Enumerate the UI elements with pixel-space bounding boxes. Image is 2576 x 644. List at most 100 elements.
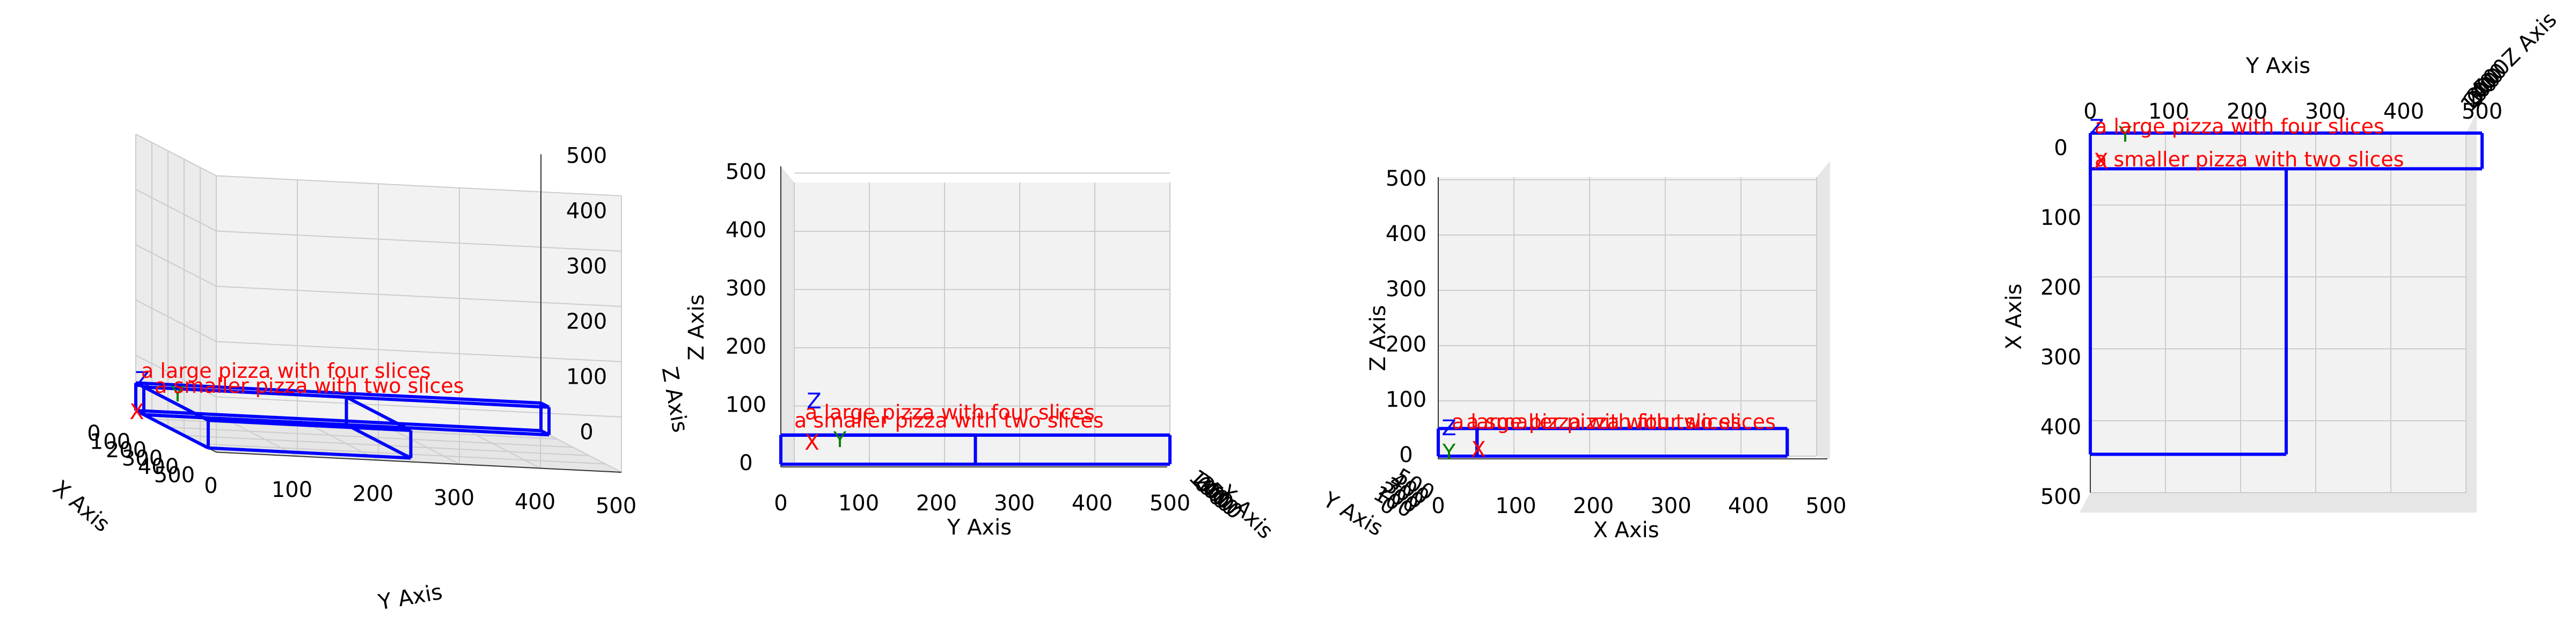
x-tick-label: 300	[1650, 494, 1691, 518]
grid-line	[459, 426, 541, 469]
y-tick-label: 500	[596, 494, 636, 518]
y-tick-label: 100	[272, 478, 312, 502]
y-axis-line	[216, 451, 622, 473]
x-tick-label: 0	[2054, 136, 2067, 160]
box-2	[1475, 427, 1789, 458]
box-2-annotation: a smaller pizza with two slices	[1466, 410, 1776, 434]
grid-line	[135, 299, 217, 342]
x-tick-label: 200	[1573, 494, 1614, 518]
y-axis-marker: Y	[171, 382, 185, 407]
box-edge	[143, 413, 209, 450]
box-2-annotation: a smaller pizza with two slices	[2095, 148, 2404, 171]
grid-line	[540, 430, 622, 473]
x-tick-label: 100	[1495, 494, 1536, 518]
z-tick-label: 300	[566, 254, 607, 279]
box-1-annotation: a large pizza with four slices	[1452, 410, 1741, 434]
z-tick-label: 500	[726, 160, 766, 185]
z-tick-label: 200	[726, 334, 766, 359]
box-edge	[208, 419, 411, 432]
z-tick-label: 0	[739, 451, 752, 475]
z-tick-label: 100	[566, 365, 607, 390]
grid-line	[216, 396, 622, 418]
z-tick-label: 400	[726, 218, 766, 243]
box-2-annotation: a smaller pizza with two slices	[155, 374, 464, 398]
z-axis-label: Z Axis	[1366, 305, 1391, 371]
y-tick-label: 400	[2383, 99, 2424, 124]
side-pane	[1817, 161, 1830, 459]
x-axis-marker: X	[1471, 437, 1485, 462]
y-tick-label: 0	[2083, 99, 2097, 124]
y-axis-marker: Y	[2118, 122, 2132, 147]
box-2	[142, 385, 413, 460]
grid-line	[216, 175, 622, 196]
y-axis-label: Y Axis	[2245, 54, 2310, 78]
back-pane	[1438, 177, 1817, 456]
z-tick-label: 100	[1386, 387, 1426, 412]
y-tick-label: 100	[2148, 99, 2189, 124]
grid-line	[216, 341, 622, 362]
x-axis-label: X Axis	[2002, 283, 2026, 349]
x-tick-label: 500	[1805, 494, 1846, 518]
grid-line	[216, 230, 622, 252]
z-axis-marker: Z	[807, 389, 821, 414]
z-tick-label: 200	[1386, 332, 1426, 357]
z-axis-label: Z Axis	[2498, 8, 2562, 72]
left-pane	[136, 134, 216, 452]
box-edge	[143, 413, 347, 427]
z-tick-label: 500	[1386, 166, 1426, 191]
box-edge	[208, 446, 411, 460]
y-tick-label: 200	[353, 482, 393, 507]
x-axis-marker: X	[2094, 149, 2108, 174]
y-tick-label: 0	[204, 474, 217, 499]
z-tick-label: 200	[566, 310, 607, 334]
x-tick-label: 400	[138, 455, 179, 479]
y-tick-label: 300	[2305, 99, 2346, 124]
y-tick-label: 500	[2462, 99, 2502, 124]
grid-line	[216, 286, 622, 307]
back-pane	[216, 175, 621, 472]
z-axis-marker: Z	[1441, 416, 1456, 441]
x-tick-label: 100	[90, 430, 130, 455]
box-2	[2089, 167, 2288, 456]
floor-pane	[2090, 133, 2466, 493]
panel-top-view: 0001001001002002002003003003004004004005…	[2002, 8, 2562, 513]
y-tick-label: 400	[1072, 491, 1113, 516]
side-pane	[781, 166, 794, 467]
x-axis-marker: X	[129, 400, 144, 425]
y-tick-label: 200	[2227, 99, 2267, 124]
y-axis-label: Y Axis	[947, 515, 1012, 540]
grid-line	[135, 134, 217, 177]
panel-front-view: 0001001001002002002003003003004004004005…	[684, 160, 1278, 544]
z-tick-label: 400	[566, 199, 607, 224]
box-edge	[143, 385, 209, 422]
box-edge	[143, 385, 347, 399]
z-tick-label: 400	[1386, 222, 1426, 246]
box-1-annotation: a large pizza with four slices	[805, 400, 1095, 424]
y-tick-label: 500	[1150, 491, 1190, 516]
box-1-annotation: a large pizza with four slices	[2095, 115, 2384, 138]
back-pane	[794, 182, 1170, 464]
z-axis-label: Z Axis	[657, 365, 693, 434]
z-tick-label: 100	[726, 393, 766, 418]
y-tick-label: 100	[838, 491, 879, 516]
x-tick-label: 400	[2040, 415, 2081, 440]
y-tick-label: 0	[774, 491, 787, 516]
x-tick-label: 0	[87, 421, 100, 446]
x-tick-label: 200	[2040, 275, 2081, 300]
y-axis-label: Y Axis	[376, 580, 444, 615]
box-edge	[135, 409, 541, 433]
z-tick-label: 300	[1386, 277, 1426, 302]
grid-line	[135, 244, 217, 287]
box-2-annotation: a smaller pizza with two slices	[794, 408, 1104, 432]
x-tick-label: 300	[122, 447, 163, 471]
z-axis-label: Z Axis	[684, 294, 709, 360]
y-tick-label: 200	[916, 491, 957, 516]
z-axis-marker: Z	[2089, 115, 2104, 140]
box-1-annotation: a large pizza with four slices	[141, 359, 431, 383]
z-tick-label: 500	[566, 144, 607, 169]
panel-perspective-view: 0001001001002002002003003003004004004005…	[48, 134, 692, 615]
grid-line	[135, 189, 217, 232]
x-tick-label: 100	[2040, 206, 2081, 230]
